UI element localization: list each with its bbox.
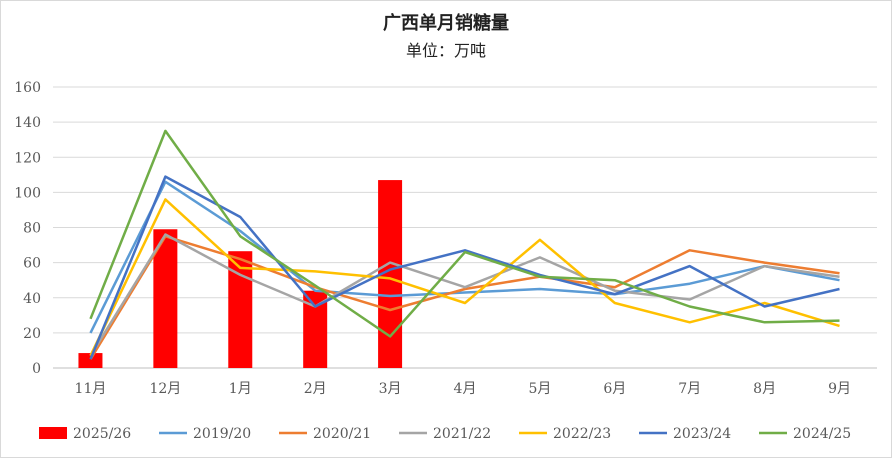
y-tick-label: 20 — [23, 326, 41, 342]
y-tick-label: 80 — [23, 221, 41, 237]
series-line — [89, 175, 840, 360]
legend-swatch — [39, 427, 67, 439]
x-tick-label: 2月 — [304, 381, 327, 397]
series-line — [89, 129, 840, 338]
y-tick-label: 120 — [14, 150, 41, 166]
series-line — [89, 180, 840, 334]
x-tick-label: 9月 — [828, 381, 851, 397]
x-tick-label: 11月 — [75, 381, 107, 397]
y-tick-label: 60 — [23, 256, 41, 272]
y-tick-label: 140 — [14, 115, 41, 131]
bar — [78, 353, 103, 368]
chart-subtitle: 单位：万吨 — [405, 41, 486, 60]
y-tick-label: 0 — [32, 361, 41, 377]
y-tick-label: 160 — [14, 80, 41, 96]
bar — [153, 229, 178, 368]
series-line — [89, 198, 840, 357]
legend-label: 2022/23 — [553, 426, 611, 442]
x-tick-label: 5月 — [528, 381, 551, 397]
y-tick-label: 100 — [14, 185, 41, 201]
chart-title: 广西单月销糖量 — [383, 13, 509, 34]
x-tick-label: 1月 — [229, 381, 252, 397]
legend-label: 2019/20 — [193, 426, 251, 442]
x-tick-label: 12月 — [149, 381, 181, 397]
series-line — [89, 235, 840, 360]
x-tick-label: 3月 — [379, 381, 402, 397]
series-line — [89, 233, 840, 357]
x-tick-label: 7月 — [678, 381, 701, 397]
legend-label: 2024/25 — [793, 426, 851, 442]
legend-label: 2025/26 — [73, 426, 131, 442]
x-tick-label: 4月 — [454, 381, 477, 397]
x-tick-label: 8月 — [753, 381, 776, 397]
legend-label: 2020/21 — [313, 426, 371, 442]
legend-label: 2023/24 — [673, 426, 731, 442]
y-tick-label: 40 — [23, 291, 41, 307]
legend-label: 2021/22 — [433, 426, 491, 442]
x-tick-label: 6月 — [603, 381, 626, 397]
